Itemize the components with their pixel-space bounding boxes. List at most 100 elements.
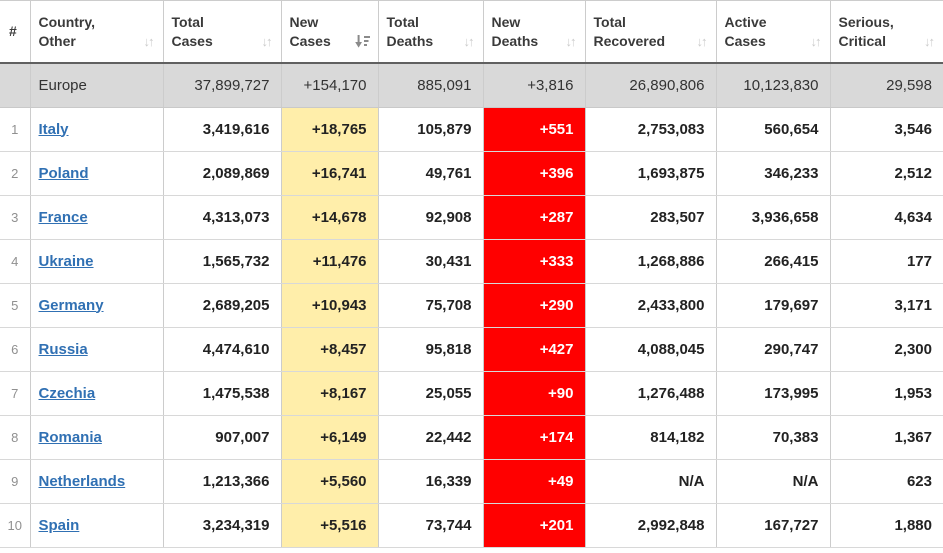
cell-total-deaths: 95,818 — [378, 327, 484, 372]
cell-active-cases: 179,697 — [716, 283, 831, 328]
cell-rank: 6 — [0, 327, 31, 372]
cell-new-cases: +8,167 — [281, 371, 379, 416]
cell-total-deaths: 885,091 — [378, 63, 484, 108]
col-header-country[interactable]: Country, Other ↓↑ — [30, 1, 164, 64]
cell-active-cases: 560,654 — [716, 107, 831, 152]
col-header-total-recovered[interactable]: Total Recovered ↓↑ — [585, 1, 717, 64]
cell-new-deaths: +396 — [483, 151, 586, 196]
col-header-serious-critical[interactable]: Serious, Critical ↓↑ — [830, 1, 943, 64]
cell-total-recovered: 1,693,875 — [585, 151, 717, 196]
cell-total-cases: 2,089,869 — [163, 151, 282, 196]
sort-descending-icon[interactable] — [354, 34, 370, 48]
cell-serious-critical: 3,546 — [830, 107, 943, 152]
col-header-total-deaths[interactable]: Total Deaths ↓↑ — [378, 1, 484, 64]
cell-serious-critical: 1,880 — [830, 503, 943, 548]
cell-total-recovered: 4,088,045 — [585, 327, 717, 372]
cell-new-deaths: +3,816 — [483, 63, 586, 108]
sort-icon[interactable]: ↓↑ — [261, 33, 273, 49]
cell-total-recovered: 1,276,488 — [585, 371, 717, 416]
sort-icon[interactable]: ↓↑ — [143, 33, 155, 49]
cell-serious-critical: 623 — [830, 459, 943, 504]
cell-total-deaths: 73,744 — [378, 503, 484, 548]
table-body: Europe 37,899,727 +154,170 885,091 +3,816 26,… — [0, 63, 943, 548]
country-link[interactable]: Romania — [38, 428, 102, 446]
table-row-ukraine: 4 Ukraine 1,565,732 +11,476 30,431 +333 1,268,… — [0, 239, 943, 284]
col-header-new-cases[interactable]: New Cases — [281, 1, 379, 64]
cell-active-cases: 10,123,830 — [716, 63, 831, 108]
cell-rank: 9 — [0, 459, 31, 504]
cell-total-recovered: 283,507 — [585, 195, 717, 240]
sort-icon[interactable]: ↓↑ — [565, 33, 577, 49]
table-row-romania: 8 Romania 907,007 +6,149 22,442 +174 814,182 70… — [0, 415, 943, 460]
cell-country: Czechia — [30, 371, 164, 416]
cell-active-cases: 70,383 — [716, 415, 831, 460]
cell-serious-critical: 2,512 — [830, 151, 943, 196]
cell-total-cases: 37,899,727 — [163, 63, 282, 108]
cell-new-cases: +5,560 — [281, 459, 379, 504]
cell-total-recovered: N/A — [585, 459, 717, 504]
cell-total-recovered: 2,992,848 — [585, 503, 717, 548]
cell-serious-critical: 2,300 — [830, 327, 943, 372]
sort-icon[interactable]: ↓↑ — [810, 33, 822, 49]
cell-total-deaths: 22,442 — [378, 415, 484, 460]
country-link[interactable]: Ukraine — [38, 252, 94, 270]
cell-country: Poland — [30, 151, 164, 196]
table-row-poland: 2 Poland 2,089,869 +16,741 49,761 +396 1,693,8… — [0, 151, 943, 196]
country-link[interactable]: France — [38, 208, 88, 226]
cell-new-cases: +8,457 — [281, 327, 379, 372]
summary-row-europe: Europe 37,899,727 +154,170 885,091 +3,816 26,… — [0, 63, 943, 108]
cell-total-cases: 1,565,732 — [163, 239, 282, 284]
cell-new-deaths: +201 — [483, 503, 586, 548]
cell-new-cases: +6,149 — [281, 415, 379, 460]
cell-rank — [0, 63, 31, 108]
country-link[interactable]: Czechia — [38, 384, 96, 402]
col-header-new-deaths[interactable]: New Deaths ↓↑ — [483, 1, 586, 64]
country-link[interactable]: Germany — [38, 296, 104, 314]
col-header-active-cases[interactable]: Active Cases ↓↑ — [716, 1, 831, 64]
cell-total-cases: 3,419,616 — [163, 107, 282, 152]
cell-serious-critical: 3,171 — [830, 283, 943, 328]
table-row-germany: 5 Germany 2,689,205 +10,943 75,708 +290 2,433,… — [0, 283, 943, 328]
cell-new-cases: +10,943 — [281, 283, 379, 328]
cell-total-cases: 1,475,538 — [163, 371, 282, 416]
cell-rank: 5 — [0, 283, 31, 328]
col-header-total-cases[interactable]: Total Cases ↓↑ — [163, 1, 282, 64]
cell-active-cases: 167,727 — [716, 503, 831, 548]
cell-rank: 3 — [0, 195, 31, 240]
cell-country: Netherlands — [30, 459, 164, 504]
cell-country: Ukraine — [30, 239, 164, 284]
cell-new-deaths: +333 — [483, 239, 586, 284]
cell-active-cases: 266,415 — [716, 239, 831, 284]
sort-icon[interactable]: ↓↑ — [924, 33, 935, 49]
table-row-spain: 10 Spain 3,234,319 +5,516 73,744 +201 2,992,84… — [0, 503, 943, 548]
country-link[interactable]: Poland — [38, 164, 89, 182]
sort-icon[interactable]: ↓↑ — [463, 33, 475, 49]
cell-total-cases: 4,313,073 — [163, 195, 282, 240]
country-link[interactable]: Spain — [38, 516, 80, 534]
cell-total-recovered: 2,433,800 — [585, 283, 717, 328]
cell-total-deaths: 25,055 — [378, 371, 484, 416]
cell-total-recovered: 2,753,083 — [585, 107, 717, 152]
cell-serious-critical: 177 — [830, 239, 943, 284]
cell-new-deaths: +287 — [483, 195, 586, 240]
country-link[interactable]: Russia — [38, 340, 88, 358]
cell-total-cases: 4,474,610 — [163, 327, 282, 372]
cell-new-deaths: +90 — [483, 371, 586, 416]
cell-total-deaths: 49,761 — [378, 151, 484, 196]
cell-rank: 1 — [0, 107, 31, 152]
cell-serious-critical: 4,634 — [830, 195, 943, 240]
cell-active-cases: 173,995 — [716, 371, 831, 416]
table-row-czechia: 7 Czechia 1,475,538 +8,167 25,055 +90 1,276,48… — [0, 371, 943, 416]
cell-new-cases: +14,678 — [281, 195, 379, 240]
cell-total-cases: 2,689,205 — [163, 283, 282, 328]
table-row-france: 3 France 4,313,073 +14,678 92,908 +287 283,507… — [0, 195, 943, 240]
country-link[interactable]: Italy — [38, 120, 69, 138]
cell-total-deaths: 105,879 — [378, 107, 484, 152]
sort-icon[interactable]: ↓↑ — [696, 33, 708, 49]
cell-total-recovered: 26,890,806 — [585, 63, 717, 108]
cell-active-cases: 3,936,658 — [716, 195, 831, 240]
cell-country: Germany — [30, 283, 164, 328]
cell-total-deaths: 16,339 — [378, 459, 484, 504]
country-link[interactable]: Netherlands — [38, 472, 126, 490]
